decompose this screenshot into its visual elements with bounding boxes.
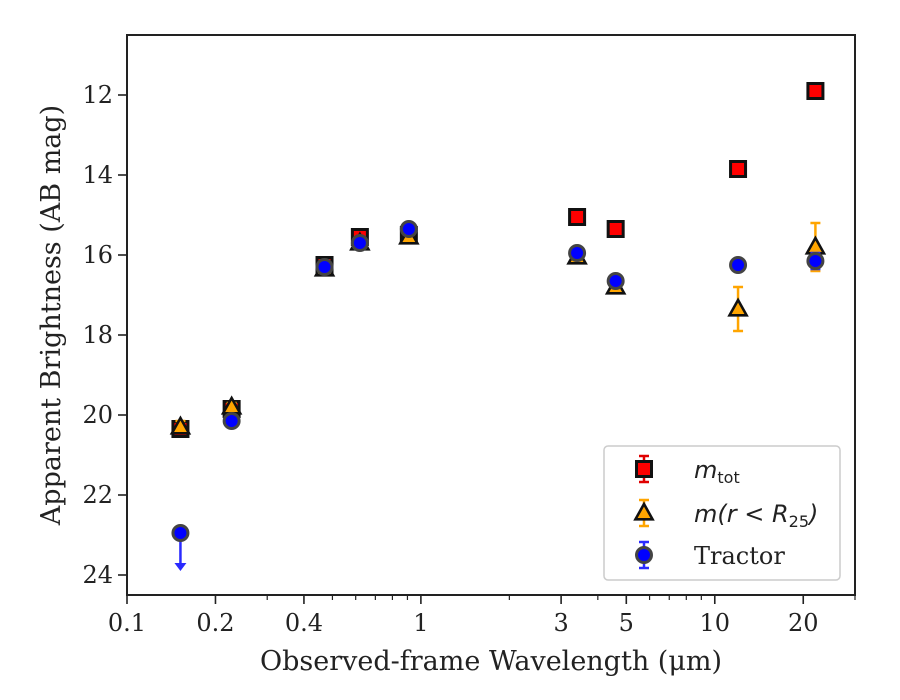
y-tick-label: 18 bbox=[82, 321, 113, 349]
data-point-square bbox=[729, 160, 748, 178]
x-tick-label: 10 bbox=[700, 609, 731, 637]
data-point-circle bbox=[606, 272, 625, 290]
legend-box bbox=[603, 445, 841, 581]
y-tick-label: 16 bbox=[82, 241, 113, 269]
legend: mtot m(r < R25) Tractor bbox=[603, 445, 841, 581]
y-tick-label: 12 bbox=[82, 81, 113, 109]
x-tick-label: 0.4 bbox=[285, 609, 323, 637]
legend-label-end: ) bbox=[807, 500, 818, 528]
data-point-circle bbox=[315, 258, 334, 276]
data-point-square bbox=[606, 220, 625, 238]
legend-label-subscript: tot bbox=[717, 468, 739, 487]
data-point-circle bbox=[350, 234, 369, 252]
x-tick-label: 20 bbox=[788, 609, 819, 637]
legend-label-main: m bbox=[694, 456, 717, 484]
x-tick-label: 0.2 bbox=[196, 609, 234, 637]
x-tick-label: 1 bbox=[413, 609, 428, 637]
plot-area-frame bbox=[126, 34, 856, 596]
data-point-triangle bbox=[169, 415, 192, 435]
upper-limit-arrow-head bbox=[174, 563, 187, 571]
data-point-circle bbox=[806, 252, 825, 270]
legend-label-subscript: 25 bbox=[789, 512, 809, 531]
x-axis-title: Observed-frame Wavelength (μm) bbox=[260, 646, 722, 677]
data-point-square bbox=[806, 82, 825, 100]
legend-marker-circle bbox=[635, 546, 653, 564]
legend-marker-triangle bbox=[633, 501, 655, 521]
data-marks bbox=[169, 82, 827, 571]
legend-label: m(r < R25) bbox=[694, 500, 818, 531]
data-point-triangle bbox=[727, 297, 749, 317]
data-point-circle bbox=[399, 220, 418, 238]
data-point-circle bbox=[729, 256, 748, 274]
x-tick-label: 0.1 bbox=[108, 609, 146, 637]
y-tick-label: 20 bbox=[82, 401, 113, 429]
legend-label: Tractor bbox=[694, 542, 785, 570]
y-tick-label: 14 bbox=[82, 161, 113, 189]
data-point-circle bbox=[568, 244, 587, 262]
legend-marker-square bbox=[635, 460, 653, 478]
series-3 bbox=[171, 220, 825, 571]
legend-label-main: m(r < R bbox=[694, 500, 789, 528]
x-tick-label: 3 bbox=[553, 609, 568, 637]
axis-ticks: 0.1 0.2 0.4 1 3 5 10 20 12 14 16 18 20 22 24 bbox=[82, 81, 856, 637]
y-tick-label: 22 bbox=[82, 481, 113, 509]
y-axis-title: Apparent Brightness (AB mag) bbox=[36, 105, 67, 526]
data-point-circle bbox=[222, 412, 241, 430]
y-tick-label: 24 bbox=[82, 561, 113, 589]
data-point-circle bbox=[171, 524, 190, 542]
legend-label: mtot bbox=[694, 456, 740, 487]
x-tick-label: 5 bbox=[619, 609, 634, 637]
data-point-square bbox=[568, 208, 587, 226]
